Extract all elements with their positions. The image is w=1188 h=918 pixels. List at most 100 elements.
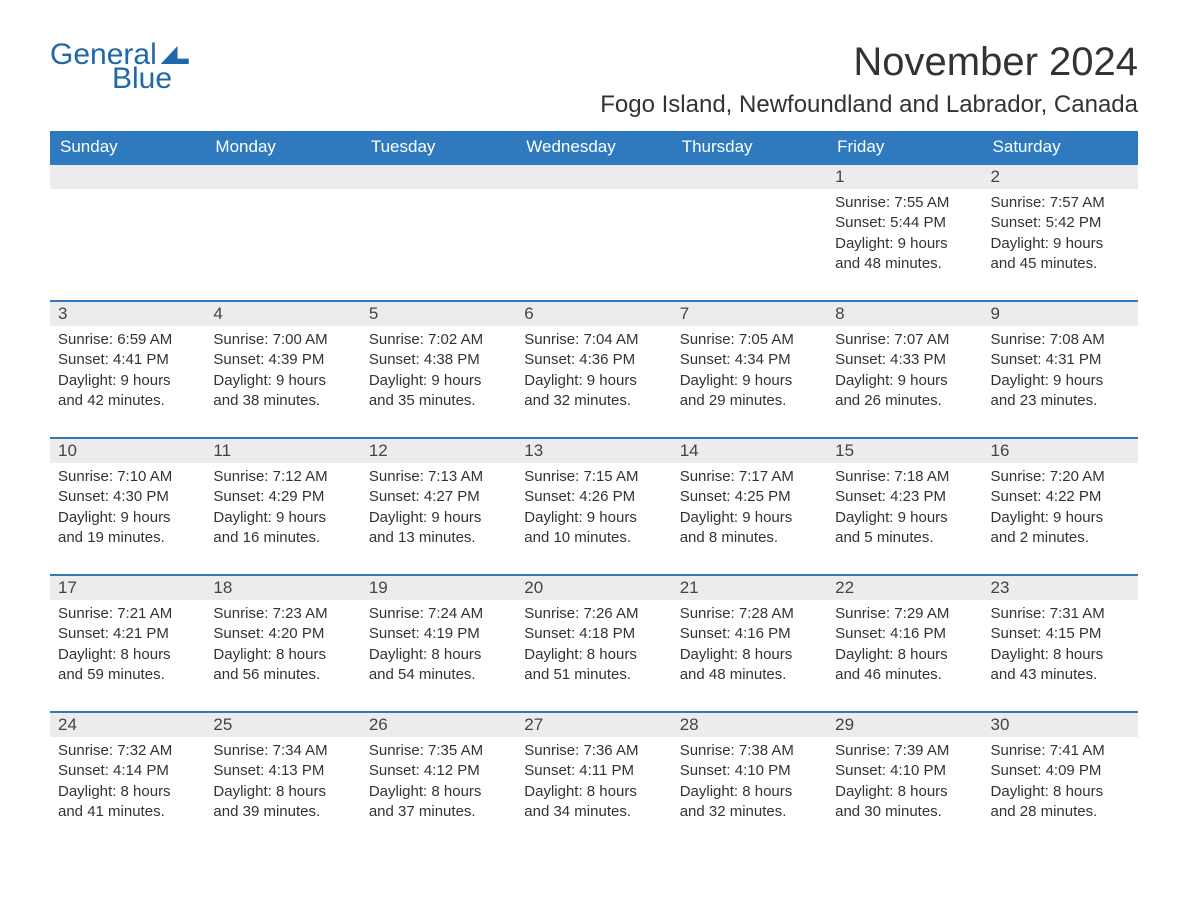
day-header: Tuesday: [361, 131, 516, 164]
sunrise-text: Sunrise: 7:35 AM: [369, 741, 508, 761]
week-daynum-row: 3456789: [50, 301, 1138, 326]
sunset-text: Sunset: 5:44 PM: [835, 213, 974, 233]
week-daynum-row: 24252627282930: [50, 712, 1138, 737]
sunrise-text: Sunrise: 7:02 AM: [369, 330, 508, 350]
daylight-text: Daylight: 8 hours and 37 minutes.: [369, 782, 508, 823]
day-info-cell: Sunrise: 7:20 AMSunset: 4:22 PMDaylight:…: [983, 463, 1138, 575]
sunrise-text: Sunrise: 7:18 AM: [835, 467, 974, 487]
daylight-text: Daylight: 8 hours and 43 minutes.: [991, 645, 1130, 686]
day-info-cell: Sunrise: 7:39 AMSunset: 4:10 PMDaylight:…: [827, 737, 982, 848]
month-title: November 2024: [600, 40, 1138, 85]
sunset-text: Sunset: 4:29 PM: [213, 487, 352, 507]
sunrise-text: Sunrise: 7:36 AM: [524, 741, 663, 761]
daylight-text: Daylight: 9 hours and 38 minutes.: [213, 371, 352, 412]
sunrise-text: Sunrise: 7:29 AM: [835, 604, 974, 624]
daylight-text: Daylight: 8 hours and 30 minutes.: [835, 782, 974, 823]
day-number-cell: 1: [827, 164, 982, 189]
daylight-text: Daylight: 9 hours and 29 minutes.: [680, 371, 819, 412]
sunset-text: Sunset: 4:27 PM: [369, 487, 508, 507]
sunrise-text: Sunrise: 7:31 AM: [991, 604, 1130, 624]
week-info-row: Sunrise: 7:10 AMSunset: 4:30 PMDaylight:…: [50, 463, 1138, 575]
day-info-cell: Sunrise: 7:21 AMSunset: 4:21 PMDaylight:…: [50, 600, 205, 712]
daylight-text: Daylight: 8 hours and 32 minutes.: [680, 782, 819, 823]
daylight-text: Daylight: 8 hours and 28 minutes.: [991, 782, 1130, 823]
daylight-text: Daylight: 8 hours and 34 minutes.: [524, 782, 663, 823]
day-info-cell: [672, 189, 827, 301]
day-number-cell: 2: [983, 164, 1138, 189]
day-info-cell: Sunrise: 7:02 AMSunset: 4:38 PMDaylight:…: [361, 326, 516, 438]
day-info-cell: Sunrise: 7:13 AMSunset: 4:27 PMDaylight:…: [361, 463, 516, 575]
sunset-text: Sunset: 4:21 PM: [58, 624, 197, 644]
day-number-cell: 16: [983, 438, 1138, 463]
day-header: Saturday: [983, 131, 1138, 164]
day-number-cell: 5: [361, 301, 516, 326]
sunrise-text: Sunrise: 7:05 AM: [680, 330, 819, 350]
day-info-cell: Sunrise: 7:38 AMSunset: 4:10 PMDaylight:…: [672, 737, 827, 848]
page-header: General Blue November 2024 Fogo Island, …: [50, 40, 1138, 119]
day-number-cell: 15: [827, 438, 982, 463]
daylight-text: Daylight: 9 hours and 45 minutes.: [991, 234, 1130, 275]
sunrise-text: Sunrise: 7:41 AM: [991, 741, 1130, 761]
day-number-cell: 14: [672, 438, 827, 463]
sunrise-text: Sunrise: 6:59 AM: [58, 330, 197, 350]
day-number-cell: 20: [516, 575, 671, 600]
daylight-text: Daylight: 9 hours and 10 minutes.: [524, 508, 663, 549]
sunset-text: Sunset: 4:18 PM: [524, 624, 663, 644]
day-number-cell: 7: [672, 301, 827, 326]
sunset-text: Sunset: 4:13 PM: [213, 761, 352, 781]
calendar-table: SundayMondayTuesdayWednesdayThursdayFrid…: [50, 131, 1138, 848]
sunrise-text: Sunrise: 7:23 AM: [213, 604, 352, 624]
day-info-cell: [205, 189, 360, 301]
day-info-cell: [50, 189, 205, 301]
sunset-text: Sunset: 4:33 PM: [835, 350, 974, 370]
day-number-cell: [50, 164, 205, 189]
title-block: November 2024 Fogo Island, Newfoundland …: [600, 40, 1138, 119]
sunrise-text: Sunrise: 7:28 AM: [680, 604, 819, 624]
daylight-text: Daylight: 9 hours and 2 minutes.: [991, 508, 1130, 549]
sunrise-text: Sunrise: 7:26 AM: [524, 604, 663, 624]
daylight-text: Daylight: 8 hours and 41 minutes.: [58, 782, 197, 823]
day-number-cell: [516, 164, 671, 189]
daylight-text: Daylight: 9 hours and 13 minutes.: [369, 508, 508, 549]
daylight-text: Daylight: 9 hours and 16 minutes.: [213, 508, 352, 549]
sunset-text: Sunset: 4:14 PM: [58, 761, 197, 781]
day-info-cell: Sunrise: 7:41 AMSunset: 4:09 PMDaylight:…: [983, 737, 1138, 848]
day-number-cell: 29: [827, 712, 982, 737]
sunrise-text: Sunrise: 7:55 AM: [835, 193, 974, 213]
day-info-cell: Sunrise: 7:12 AMSunset: 4:29 PMDaylight:…: [205, 463, 360, 575]
day-header: Friday: [827, 131, 982, 164]
day-info-cell: Sunrise: 7:55 AMSunset: 5:44 PMDaylight:…: [827, 189, 982, 301]
day-number-cell: 3: [50, 301, 205, 326]
day-header: Wednesday: [516, 131, 671, 164]
daylight-text: Daylight: 9 hours and 48 minutes.: [835, 234, 974, 275]
day-info-cell: Sunrise: 7:29 AMSunset: 4:16 PMDaylight:…: [827, 600, 982, 712]
day-number-cell: 18: [205, 575, 360, 600]
sunset-text: Sunset: 4:19 PM: [369, 624, 508, 644]
sunrise-text: Sunrise: 7:10 AM: [58, 467, 197, 487]
sunrise-text: Sunrise: 7:13 AM: [369, 467, 508, 487]
sunrise-text: Sunrise: 7:39 AM: [835, 741, 974, 761]
day-number-cell: 4: [205, 301, 360, 326]
daylight-text: Daylight: 9 hours and 26 minutes.: [835, 371, 974, 412]
daylight-text: Daylight: 9 hours and 5 minutes.: [835, 508, 974, 549]
sunrise-text: Sunrise: 7:34 AM: [213, 741, 352, 761]
daylight-text: Daylight: 8 hours and 56 minutes.: [213, 645, 352, 686]
day-number-cell: 11: [205, 438, 360, 463]
day-info-cell: Sunrise: 7:34 AMSunset: 4:13 PMDaylight:…: [205, 737, 360, 848]
day-number-cell: 26: [361, 712, 516, 737]
day-info-cell: Sunrise: 7:08 AMSunset: 4:31 PMDaylight:…: [983, 326, 1138, 438]
sunset-text: Sunset: 5:42 PM: [991, 213, 1130, 233]
daylight-text: Daylight: 8 hours and 59 minutes.: [58, 645, 197, 686]
sunset-text: Sunset: 4:39 PM: [213, 350, 352, 370]
day-info-cell: Sunrise: 6:59 AMSunset: 4:41 PMDaylight:…: [50, 326, 205, 438]
day-number-cell: 19: [361, 575, 516, 600]
day-number-cell: 22: [827, 575, 982, 600]
sunrise-text: Sunrise: 7:00 AM: [213, 330, 352, 350]
day-info-cell: Sunrise: 7:17 AMSunset: 4:25 PMDaylight:…: [672, 463, 827, 575]
day-info-cell: Sunrise: 7:04 AMSunset: 4:36 PMDaylight:…: [516, 326, 671, 438]
day-info-cell: Sunrise: 7:28 AMSunset: 4:16 PMDaylight:…: [672, 600, 827, 712]
sunrise-text: Sunrise: 7:12 AM: [213, 467, 352, 487]
brand-logo: General Blue: [50, 40, 189, 94]
sunset-text: Sunset: 4:20 PM: [213, 624, 352, 644]
week-daynum-row: 17181920212223: [50, 575, 1138, 600]
